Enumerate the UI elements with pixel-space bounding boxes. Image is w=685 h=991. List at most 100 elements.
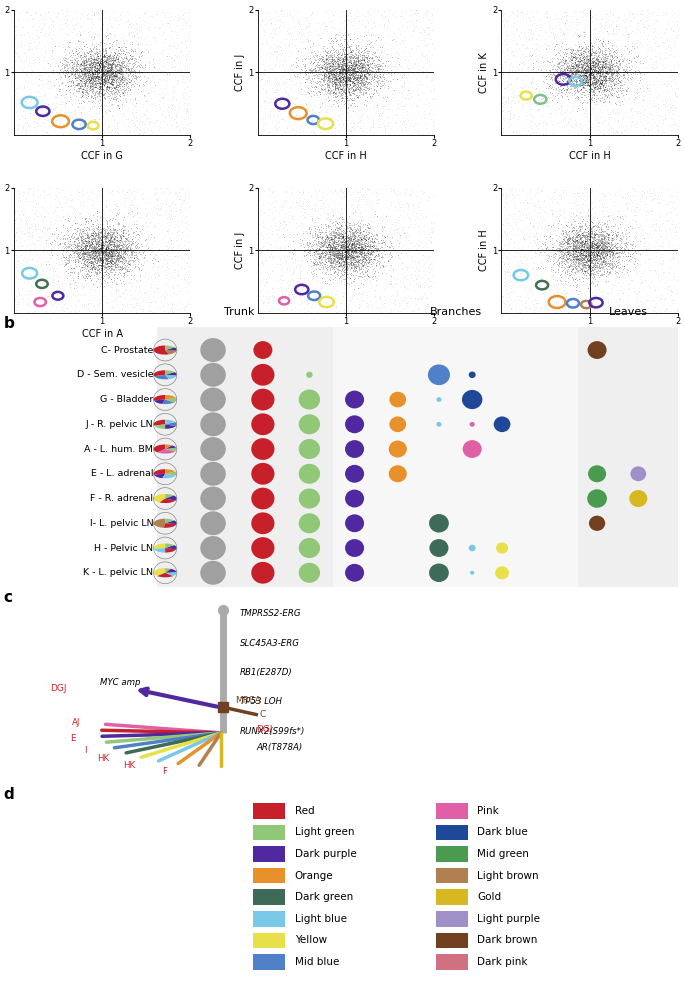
- Point: [585, 65, 596, 81]
- Point: [176, 245, 187, 261]
- Point: [99, 85, 110, 101]
- Point: [285, 233, 296, 249]
- Point: [572, 232, 583, 248]
- Point: [130, 245, 141, 261]
- Point: [100, 69, 111, 85]
- Point: [82, 67, 92, 83]
- Wedge shape: [153, 469, 165, 475]
- Point: [545, 70, 556, 86]
- Point: [581, 39, 592, 55]
- Point: [135, 19, 146, 35]
- Point: [572, 184, 583, 200]
- Point: [383, 21, 394, 37]
- Point: [564, 229, 575, 245]
- Point: [316, 77, 327, 93]
- Point: [92, 257, 103, 273]
- Point: [107, 76, 118, 92]
- Point: [115, 63, 126, 79]
- Point: [286, 266, 297, 281]
- Point: [96, 66, 107, 82]
- Point: [513, 278, 524, 294]
- Point: [342, 252, 353, 268]
- Point: [336, 244, 347, 260]
- Point: [94, 74, 105, 90]
- Point: [116, 268, 127, 283]
- Point: [96, 68, 107, 84]
- Point: [406, 267, 416, 282]
- Point: [578, 240, 589, 256]
- Point: [150, 292, 161, 308]
- Point: [94, 88, 105, 104]
- Point: [658, 84, 669, 100]
- Point: [643, 57, 654, 73]
- Point: [328, 68, 339, 84]
- Point: [301, 11, 312, 27]
- Point: [547, 281, 558, 297]
- Point: [124, 256, 135, 272]
- Point: [630, 225, 641, 241]
- Point: [347, 61, 358, 77]
- Point: [319, 249, 329, 265]
- Point: [569, 90, 580, 106]
- Point: [131, 248, 142, 264]
- Point: [596, 244, 607, 260]
- Point: [65, 125, 76, 141]
- Point: [530, 5, 541, 21]
- Point: [372, 60, 383, 76]
- Point: [132, 238, 142, 254]
- Point: [135, 240, 146, 256]
- Point: [586, 250, 597, 266]
- Point: [586, 240, 597, 256]
- Point: [60, 251, 71, 267]
- Point: [337, 51, 348, 66]
- Point: [338, 71, 349, 87]
- Point: [577, 227, 588, 243]
- Point: [338, 228, 349, 244]
- Point: [16, 54, 27, 69]
- Point: [583, 225, 594, 241]
- Point: [98, 239, 109, 255]
- Point: [571, 184, 582, 200]
- Point: [140, 113, 151, 129]
- Point: [136, 301, 147, 317]
- Point: [575, 255, 586, 271]
- Point: [105, 103, 116, 119]
- Point: [126, 246, 137, 262]
- Point: [112, 125, 123, 141]
- Point: [77, 226, 88, 242]
- Point: [328, 227, 339, 243]
- Point: [612, 101, 623, 117]
- Point: [134, 125, 145, 141]
- Point: [344, 236, 355, 252]
- Point: [593, 126, 603, 142]
- Point: [595, 74, 606, 90]
- Point: [417, 59, 428, 75]
- Point: [595, 74, 606, 90]
- Point: [560, 252, 571, 268]
- Point: [99, 65, 110, 81]
- Point: [114, 247, 125, 263]
- Point: [661, 290, 672, 306]
- Point: [602, 235, 613, 251]
- Point: [617, 209, 628, 225]
- Point: [375, 209, 386, 225]
- Point: [638, 110, 649, 126]
- Point: [90, 70, 101, 86]
- Point: [122, 184, 133, 200]
- Point: [572, 91, 583, 107]
- Point: [72, 259, 83, 275]
- Point: [57, 96, 68, 112]
- Point: [330, 229, 341, 245]
- Point: [573, 14, 584, 30]
- Point: [325, 246, 336, 262]
- Point: [274, 77, 285, 93]
- Point: [595, 226, 606, 242]
- Point: [106, 69, 117, 85]
- Point: [601, 69, 612, 85]
- Point: [88, 246, 99, 262]
- Point: [102, 60, 113, 76]
- Point: [134, 62, 145, 78]
- Point: [346, 55, 357, 71]
- Ellipse shape: [251, 438, 275, 460]
- Point: [407, 88, 418, 104]
